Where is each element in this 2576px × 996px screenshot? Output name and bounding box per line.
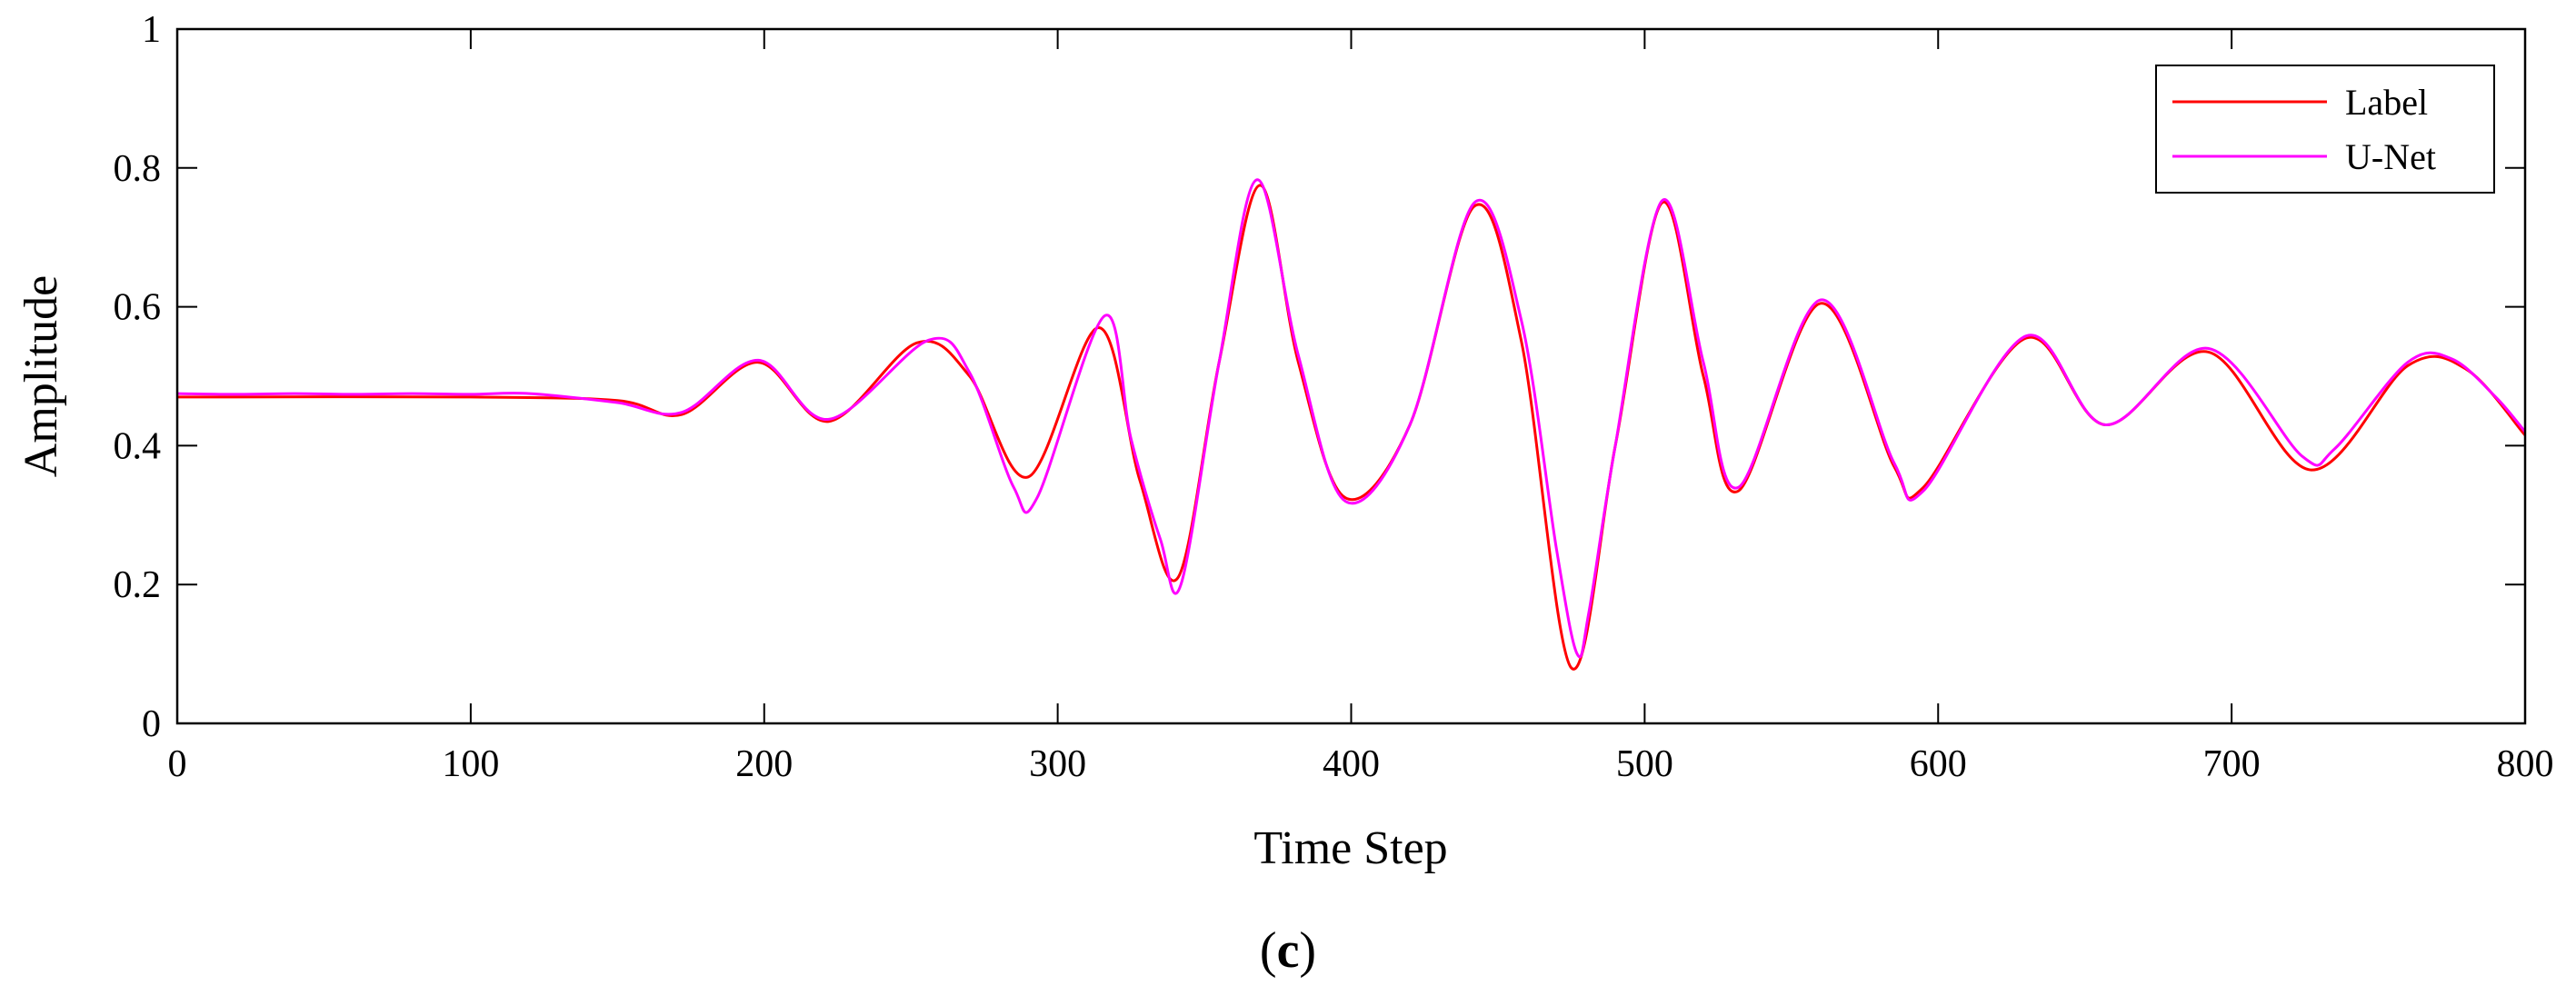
y-tick-labels: 0 0.2 0.4 0.6 0.8 1 [114, 9, 162, 745]
series-line-label [176, 184, 2527, 671]
x-tick-label: 100 [442, 743, 499, 785]
x-tick-label: 700 [2203, 743, 2261, 785]
y-tick-label: 0.6 [114, 287, 162, 329]
x-tick-label: 600 [1910, 743, 1967, 785]
legend-label-unet: U-Net [2345, 136, 2436, 177]
x-tick-label: 400 [1323, 743, 1380, 785]
caption-letter: c [1277, 922, 1300, 979]
y-tick-label: 0.8 [114, 148, 162, 190]
caption-close: ) [1299, 922, 1316, 979]
x-tick-label: 300 [1029, 743, 1086, 785]
legend-box [2155, 65, 2495, 194]
y-tick-label: 1 [142, 9, 161, 51]
legend: Label U-Net [2155, 65, 2495, 194]
x-tick-label: 500 [1616, 743, 1673, 785]
y-axis-title: Amplitude [15, 275, 67, 477]
ticks-layer [176, 28, 2526, 724]
x-tick-label: 200 [735, 743, 793, 785]
figure-caption: (c) [1260, 922, 1316, 979]
x-tick-label: 800 [2497, 743, 2554, 785]
x-tick-labels: 0 100 200 300 400 500 600 700 800 [168, 743, 2554, 785]
caption-open: ( [1260, 922, 1277, 979]
y-tick-label: 0.4 [114, 425, 162, 467]
series-layer [176, 178, 2527, 671]
x-tick-label: 0 [168, 743, 187, 785]
series-line-unet [176, 178, 2527, 659]
y-tick-label: 0.2 [114, 564, 162, 606]
x-axis-title: Time Step [1253, 822, 1447, 874]
legend-label-label: Label [2345, 82, 2428, 123]
y-tick-label: 0 [142, 703, 161, 745]
